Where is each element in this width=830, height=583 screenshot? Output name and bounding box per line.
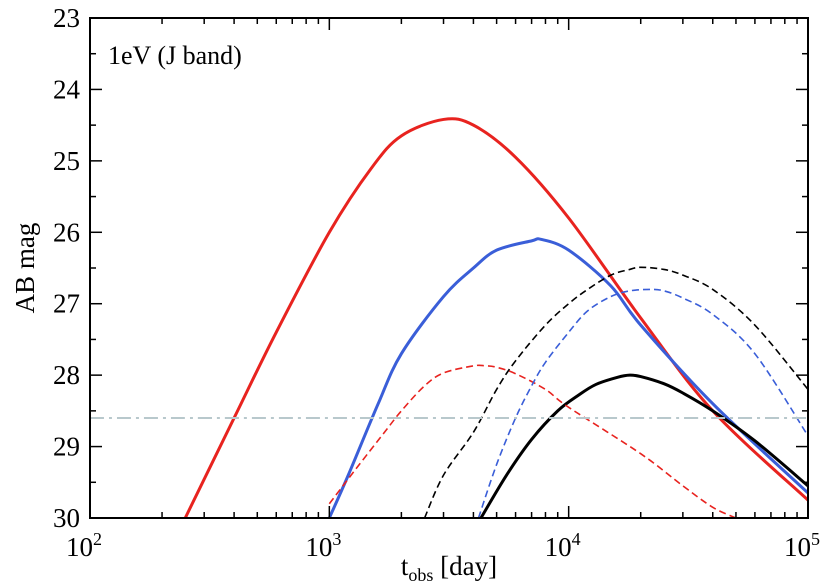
series-red-solid	[183, 117, 808, 518]
x-axis-label-main: t	[401, 551, 409, 581]
x-tick-exponent: 4	[572, 529, 581, 549]
y-tick-label: 26	[53, 217, 80, 247]
y-tick-label: 28	[53, 360, 80, 390]
x-tick-label: 104	[545, 529, 581, 562]
y-tick-label: 25	[53, 146, 80, 176]
x-tick-label: 102	[66, 529, 102, 562]
series-black-solid	[479, 373, 808, 518]
x-tick-label: 105	[784, 529, 820, 562]
y-tick-label: 23	[53, 3, 80, 33]
x-axis-label: tobs [day]	[401, 551, 497, 583]
series-blue-dashed	[477, 288, 808, 518]
x-tick-exponent: 5	[811, 529, 820, 549]
series-black-dashed	[423, 266, 808, 518]
x-tick-base: 10	[784, 532, 811, 562]
y-tick-label: 29	[53, 432, 80, 462]
plot-frame	[89, 17, 809, 519]
series-blue-solid	[327, 237, 808, 518]
x-tick-base: 10	[305, 532, 332, 562]
x-tick-base: 10	[545, 532, 572, 562]
series-layer	[90, 117, 808, 518]
series-red-dashed	[328, 364, 737, 518]
y-tick-label: 30	[53, 503, 80, 533]
x-tick-base: 10	[66, 532, 93, 562]
y-axis-label: AB mag	[10, 223, 40, 314]
x-tick-exponent: 3	[332, 529, 341, 549]
ticks-layer	[89, 17, 809, 519]
x-axis-label-sub: obs	[408, 565, 433, 583]
y-tick-label: 24	[53, 74, 81, 104]
x-axis-label-rest: [day]	[433, 551, 497, 581]
annotation-label: 1eV (J band)	[108, 41, 242, 70]
x-tick-label: 103	[305, 529, 341, 562]
x-tick-exponent: 2	[93, 529, 102, 549]
y-tick-label: 27	[53, 289, 80, 319]
